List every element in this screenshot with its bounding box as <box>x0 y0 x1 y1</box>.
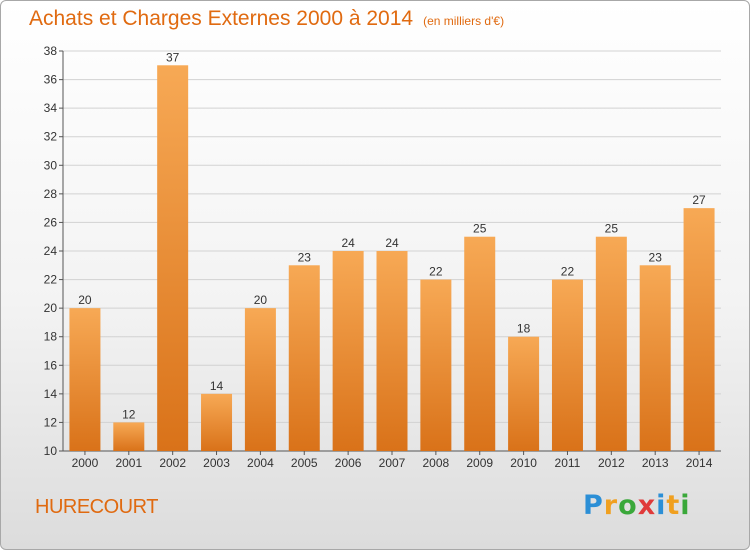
chart-title-block: Achats et Charges Externes 2000 à 2014 (e… <box>29 7 504 31</box>
bar-2005 <box>288 265 320 451</box>
data-label-2013: 23 <box>649 250 663 264</box>
y-tick-label: 36 <box>44 73 58 87</box>
bar-2003 <box>201 393 233 451</box>
proxiti-logo: Proxiti <box>583 490 691 521</box>
y-tick-label: 12 <box>44 415 58 429</box>
data-label-2007: 24 <box>385 236 399 250</box>
x-tick-label-2008: 2008 <box>423 456 450 470</box>
y-tick-label: 38 <box>44 44 58 58</box>
data-label-2008: 22 <box>429 265 443 279</box>
bar-2004 <box>244 308 276 451</box>
data-label-2002: 37 <box>166 50 180 64</box>
bar-2010 <box>508 336 540 451</box>
y-tick-label: 34 <box>44 101 58 115</box>
x-tick-label-2005: 2005 <box>291 456 318 470</box>
logo-letter: r <box>603 490 619 521</box>
data-label-2005: 23 <box>298 250 312 264</box>
x-tick-label-2009: 2009 <box>466 456 493 470</box>
y-tick-label: 24 <box>44 244 58 258</box>
x-tick-label-2006: 2006 <box>335 456 362 470</box>
logo-letter: i <box>656 490 667 521</box>
bar-2002 <box>157 65 189 452</box>
x-tick-label-2002: 2002 <box>159 456 186 470</box>
y-tick-label: 20 <box>44 301 58 315</box>
x-tick-label-2011: 2011 <box>555 456 581 470</box>
bar-2007 <box>376 251 408 451</box>
bar-2011 <box>551 279 583 451</box>
commune-name: HURECOURT <box>35 496 158 518</box>
x-tick-label-2012: 2012 <box>598 456 625 470</box>
logo-letter: o <box>618 490 638 521</box>
y-tick-label: 26 <box>44 215 58 229</box>
bar-2008 <box>420 279 452 451</box>
logo-letter: x <box>637 490 657 521</box>
bar-2012 <box>595 236 627 451</box>
y-tick-label: 18 <box>44 330 58 344</box>
y-tick-label: 28 <box>44 187 58 201</box>
x-tick-label-2010: 2010 <box>510 456 537 470</box>
chart-subtitle: (en milliers d'€) <box>423 14 505 28</box>
data-label-2012: 25 <box>605 222 619 236</box>
y-tick-label: 32 <box>44 130 58 144</box>
bars <box>69 65 715 452</box>
x-tick-label-2001: 2001 <box>115 456 142 470</box>
data-label-2006: 24 <box>341 236 355 250</box>
y-tick-label: 14 <box>44 387 58 401</box>
y-tick-label: 10 <box>44 444 58 458</box>
data-label-2001: 12 <box>122 407 136 421</box>
y-tick-label: 30 <box>44 158 58 172</box>
y-tick-label: 22 <box>44 273 58 287</box>
data-label-2014: 27 <box>692 193 706 207</box>
x-tick-label-2003: 2003 <box>203 456 230 470</box>
x-tick-label-2000: 2000 <box>72 456 99 470</box>
x-tick-label-2004: 2004 <box>247 456 274 470</box>
bar-2001 <box>113 422 145 451</box>
bar-2014 <box>683 208 715 451</box>
logo-letter: t <box>666 490 681 521</box>
data-labels: 20 12 37 14 20 23 24 24 22 25 18 22 25 23 27 <box>78 50 706 421</box>
logo-letter: i <box>680 490 691 521</box>
x-tick-label-2014: 2014 <box>686 456 713 470</box>
chart-title: Achats et Charges Externes 2000 à 2014 <box>29 7 414 30</box>
data-label-2011: 22 <box>561 265 575 279</box>
data-label-2010: 18 <box>517 322 531 336</box>
y-tick-label: 16 <box>44 358 58 372</box>
data-label-2004: 20 <box>254 293 268 307</box>
bar-2009 <box>464 236 496 451</box>
x-tick-label-2007: 2007 <box>379 456 406 470</box>
x-tick-label-2013: 2013 <box>642 456 669 470</box>
bar-2006 <box>332 251 364 451</box>
bar-2013 <box>639 265 671 451</box>
bar-2000 <box>69 308 101 451</box>
logo-letter: P <box>583 490 604 521</box>
data-label-2003: 14 <box>210 379 224 393</box>
data-label-2009: 25 <box>473 222 487 236</box>
data-label-2000: 20 <box>78 293 92 307</box>
